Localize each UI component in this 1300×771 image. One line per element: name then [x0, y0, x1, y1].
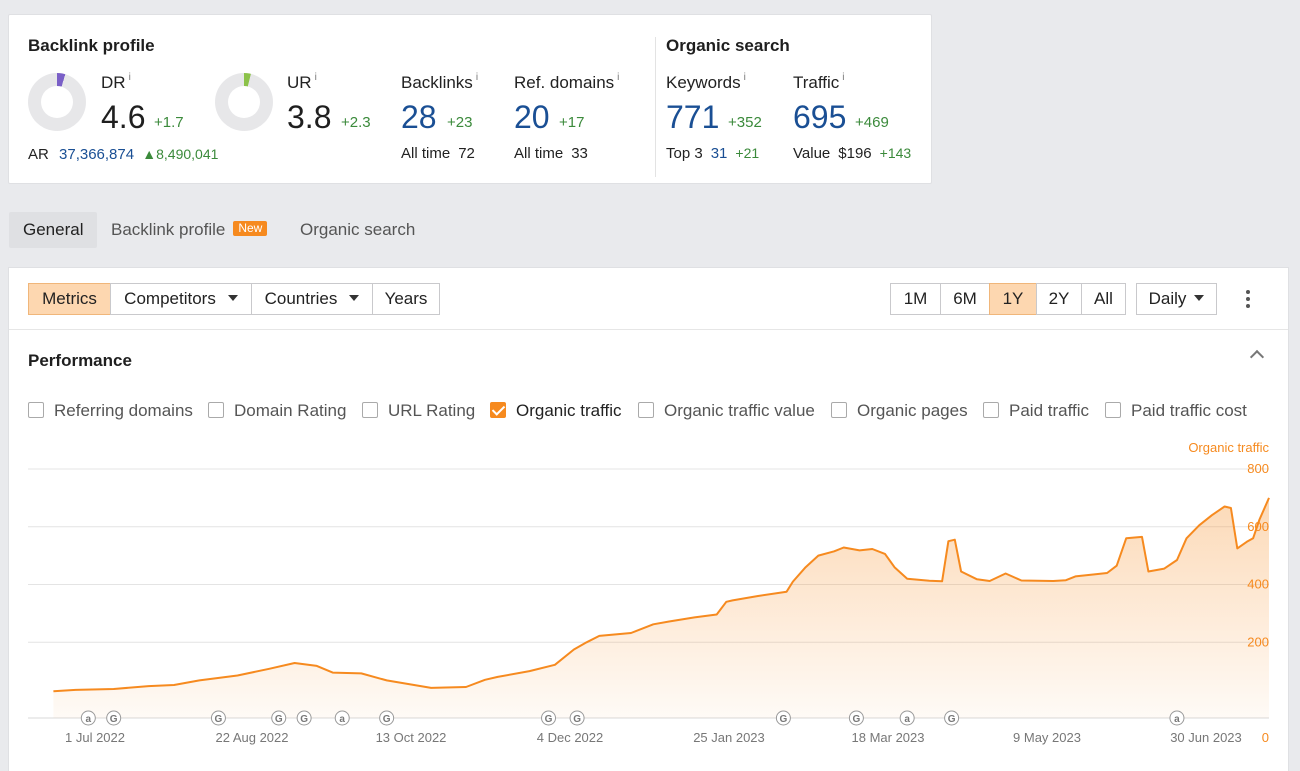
info-icon[interactable]: i: [128, 72, 131, 83]
overview-panel: Metrics Competitors Countries Years 1M 6…: [8, 267, 1289, 771]
performance-title: Performance: [28, 351, 132, 370]
ref-domains-delta: +17: [559, 114, 585, 131]
checkbox-organic-pages[interactable]: Organic pages: [831, 401, 968, 421]
section-divider: [655, 37, 656, 177]
checkbox-paid-traffic[interactable]: Paid traffic: [983, 401, 1089, 421]
backlink-profile-title: Backlink profile: [28, 36, 155, 55]
checkbox-organic-traffic[interactable]: Organic traffic: [490, 401, 622, 421]
checkbox-domain-rating[interactable]: Domain Rating: [208, 401, 346, 421]
info-icon[interactable]: i: [842, 72, 845, 83]
checkbox-paid-traffic-cost[interactable]: Paid traffic cost: [1105, 401, 1247, 421]
info-icon[interactable]: i: [743, 72, 746, 83]
ur-delta: +2.3: [341, 114, 371, 131]
keywords-delta: +352: [728, 114, 762, 131]
checkbox-checked-icon[interactable]: [490, 402, 506, 418]
traffic-label[interactable]: Traffic i: [793, 72, 845, 92]
traffic-delta: +469: [855, 114, 889, 131]
ar-row: AR 37,366,874 ▲8,490,041: [28, 146, 218, 163]
ur-donut-chart: [215, 73, 273, 131]
tab-organic-search[interactable]: Organic search: [300, 220, 416, 239]
caret-down-icon: [1194, 295, 1205, 301]
more-options-icon[interactable]: [1245, 290, 1251, 311]
ref-domains-label[interactable]: Ref. domains i: [514, 72, 620, 92]
ref-domains-value[interactable]: 20: [514, 99, 550, 135]
checkbox-box[interactable]: [208, 402, 224, 418]
ar-label: AR: [28, 146, 49, 163]
checkbox-box[interactable]: [638, 402, 654, 418]
range-1m-button[interactable]: 1M: [890, 283, 941, 315]
range-1y-button[interactable]: 1Y: [989, 283, 1037, 315]
ar-delta: ▲8,490,041: [142, 146, 219, 162]
range-2y-button[interactable]: 2Y: [1036, 283, 1082, 315]
dr-delta: +1.7: [154, 114, 184, 131]
tab-general[interactable]: General: [9, 212, 98, 248]
competitors-dropdown[interactable]: Competitors: [110, 283, 252, 315]
traffic-value[interactable]: 695: [793, 99, 847, 135]
caret-down-icon: [349, 295, 360, 301]
info-icon[interactable]: i: [617, 72, 620, 83]
dr-donut-chart: [28, 73, 86, 131]
checkbox-box[interactable]: [831, 402, 847, 418]
backlinks-value[interactable]: 28: [401, 99, 437, 135]
keywords-value[interactable]: 771: [666, 99, 720, 135]
ur-label[interactable]: UR i: [287, 72, 317, 92]
info-icon[interactable]: i: [314, 72, 317, 83]
tab-backlink-profile[interactable]: Backlink profile New: [111, 212, 268, 248]
checkbox-box[interactable]: [983, 402, 999, 418]
metrics-button[interactable]: Metrics: [28, 283, 111, 315]
collapse-chevron-icon[interactable]: [1249, 349, 1265, 365]
caret-down-icon: [227, 295, 238, 301]
range-6m-button[interactable]: 6M: [940, 283, 990, 315]
backlinks-delta: +23: [447, 114, 473, 131]
checkbox-box[interactable]: [28, 402, 44, 418]
ar-value[interactable]: 37,366,874: [59, 146, 135, 163]
traffic-value-row: Value $196 +143: [793, 145, 912, 162]
years-button[interactable]: Years: [372, 283, 440, 315]
checkbox-url-rating[interactable]: URL Rating: [362, 401, 475, 421]
backlinks-all-time: All time 72: [401, 145, 475, 162]
checkbox-box[interactable]: [362, 402, 378, 418]
dr-label[interactable]: DR i: [101, 72, 131, 92]
checkbox-box[interactable]: [1105, 402, 1121, 418]
keywords-top3: Top 3 31 +21: [666, 145, 760, 162]
ur-value: 3.8: [287, 99, 332, 135]
info-icon[interactable]: i: [475, 72, 479, 83]
new-badge: New: [233, 221, 268, 236]
metrics-summary-card: Backlink profile DR i 4.6 +1.7 UR i 3.8 +2…: [8, 14, 932, 184]
ref-domains-all-time: All time 33: [514, 145, 588, 162]
checkbox-referring-domains[interactable]: Referring domains: [28, 401, 193, 421]
keywords-label[interactable]: Keywords i: [666, 72, 746, 92]
dr-value: 4.6: [101, 99, 146, 135]
range-all-button[interactable]: All: [1081, 283, 1126, 315]
countries-dropdown[interactable]: Countries: [251, 283, 373, 315]
toolbar-divider: [9, 329, 1288, 330]
interval-dropdown[interactable]: Daily: [1136, 283, 1217, 315]
organic-search-title: Organic search: [666, 36, 790, 55]
backlinks-label[interactable]: Backlinks i: [401, 72, 479, 92]
checkbox-organic-traffic-value[interactable]: Organic traffic value: [638, 401, 815, 421]
